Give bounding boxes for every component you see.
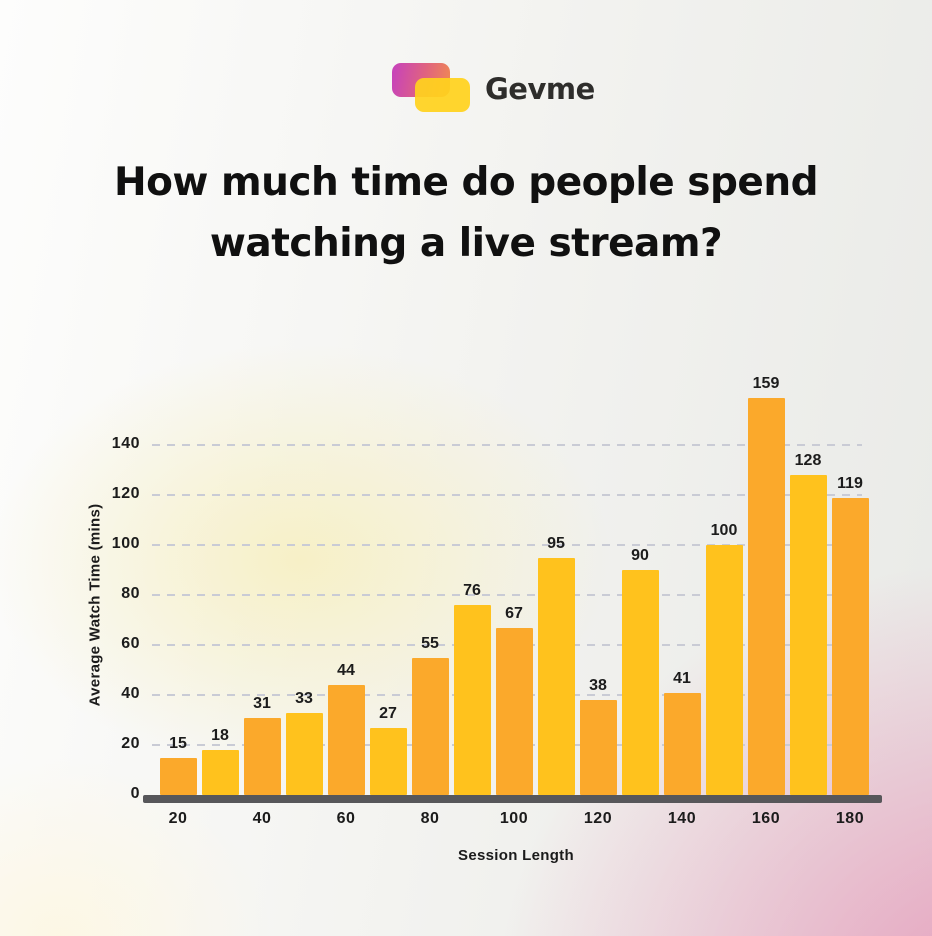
bar-110 <box>537 557 575 795</box>
y-axis-title: Average Watch Time (mins) <box>86 503 104 707</box>
bar-value-label: 128 <box>794 452 822 469</box>
bar-value-label: 38 <box>589 677 607 694</box>
bar-value-label: 15 <box>169 734 187 752</box>
x-axis-baseline <box>143 795 882 803</box>
bar-180 <box>831 497 869 795</box>
page-title: How much time do people spend watching a … <box>0 152 932 274</box>
bar-40 <box>243 717 281 795</box>
x-tick-label: 140 <box>667 810 697 827</box>
y-tick-label: 20 <box>121 735 140 752</box>
x-tick-label: 60 <box>336 810 356 827</box>
bar-value-label: 27 <box>379 704 397 722</box>
bar-value-label: 100 <box>710 522 738 539</box>
y-tick-label: 100 <box>111 535 140 552</box>
y-tick-label: 60 <box>121 635 140 652</box>
bar-value-label: 41 <box>673 669 691 687</box>
y-tick-label: 140 <box>111 435 140 452</box>
bar-50 <box>285 712 323 795</box>
x-axis-title: Session Length <box>458 847 574 864</box>
page-title-line2: watching a live stream? <box>209 221 723 266</box>
bar-140 <box>663 692 701 795</box>
x-tick-label: 160 <box>751 810 781 827</box>
x-tick-label: 80 <box>420 810 440 827</box>
bar-160 <box>747 397 785 795</box>
bar-100 <box>495 627 533 795</box>
y-tick-label: 120 <box>111 485 140 502</box>
y-tick-label: 80 <box>121 585 140 602</box>
gevme-logo-text: Gevme <box>485 72 595 106</box>
bar-170 <box>789 475 827 795</box>
bar-60 <box>327 685 365 795</box>
bar-120 <box>579 700 617 795</box>
gridline <box>152 594 862 596</box>
gevme-logo-front-card-icon <box>415 78 470 112</box>
gevme-logo: Gevme <box>392 63 595 118</box>
bar-value-label: 33 <box>295 689 313 707</box>
bar-value-label: 55 <box>421 634 439 652</box>
bar-value-label: 159 <box>752 374 780 392</box>
bar-value-label: 44 <box>337 662 355 679</box>
x-tick-label: 100 <box>499 810 529 827</box>
gridline <box>152 494 862 496</box>
x-tick-label: 40 <box>252 810 272 827</box>
bar-30 <box>201 750 239 795</box>
y-tick-label: 0 <box>130 785 140 802</box>
y-tick-label: 40 <box>121 685 140 702</box>
x-tick-label: 20 <box>168 810 188 827</box>
bar-value-label: 31 <box>253 694 271 712</box>
bar-20 <box>159 757 197 795</box>
gridline <box>152 544 862 546</box>
bar-value-label: 76 <box>463 582 481 599</box>
bar-70 <box>369 727 407 795</box>
bar-130 <box>621 570 659 795</box>
bar-value-label: 95 <box>547 534 565 552</box>
bar-150 <box>705 545 743 795</box>
bar-value-label: 18 <box>211 727 229 744</box>
page-title-line1: How much time do people spend <box>113 160 819 205</box>
bar-value-label: 90 <box>631 547 649 564</box>
x-tick-label: 120 <box>583 810 613 827</box>
x-tick-label: 180 <box>835 810 865 827</box>
bar-80 <box>411 657 449 795</box>
gridline <box>152 444 862 446</box>
bar-value-label: 67 <box>505 604 523 622</box>
bar-value-label: 119 <box>837 474 863 492</box>
bar-90 <box>453 605 491 795</box>
